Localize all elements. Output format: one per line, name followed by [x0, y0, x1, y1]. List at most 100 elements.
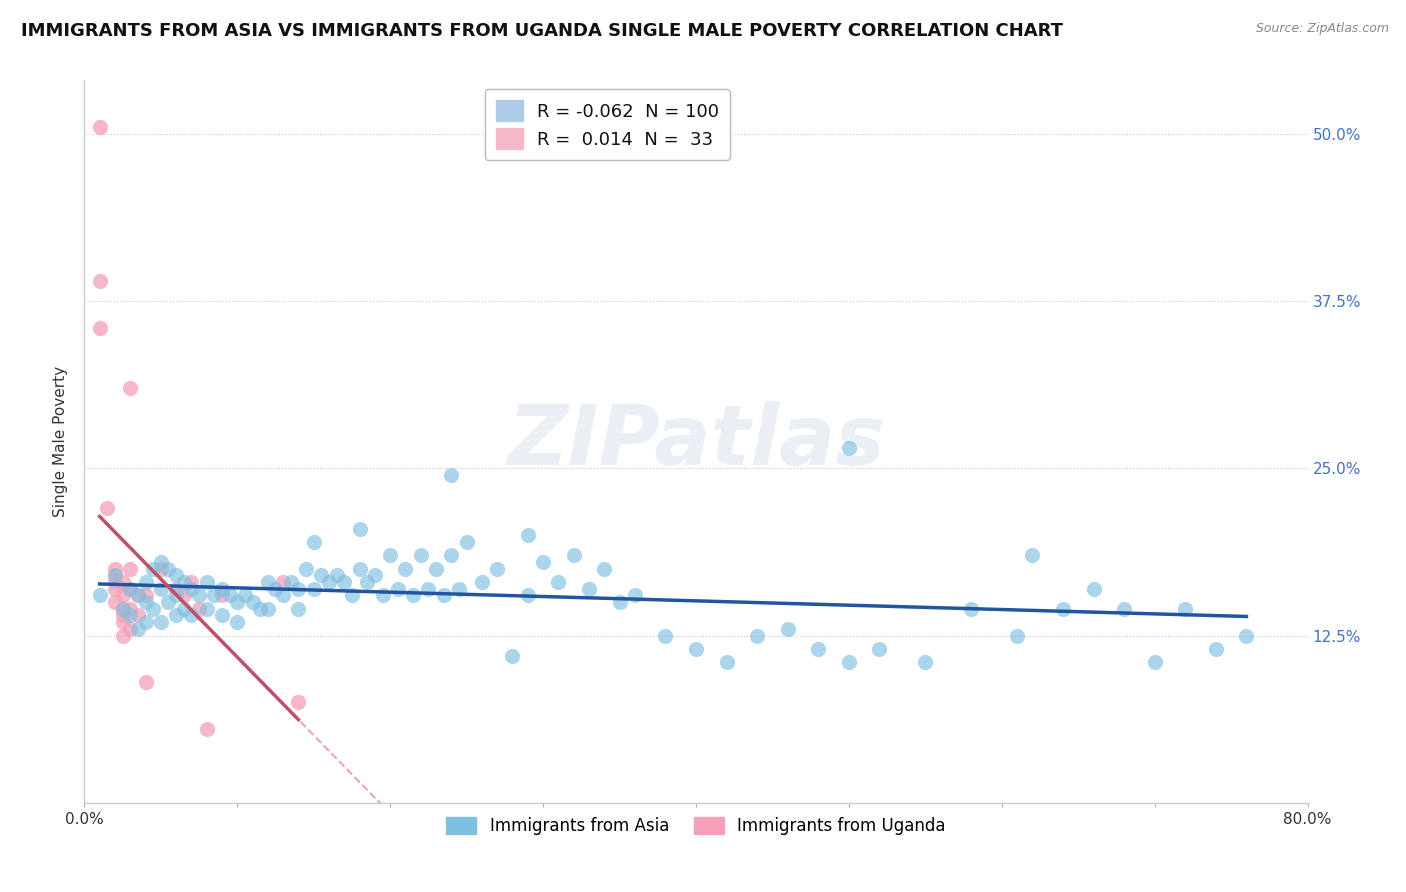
Point: [111, 575, 134, 590]
Point: [120, 582, 142, 596]
Point: [111, 628, 134, 642]
Point: [111, 602, 134, 616]
Point: [127, 589, 149, 603]
Point: [89, 120, 111, 135]
Point: [486, 562, 509, 576]
Point: [173, 575, 195, 590]
Point: [165, 589, 187, 603]
Point: [173, 589, 195, 603]
Point: [104, 568, 127, 582]
Point: [318, 575, 340, 590]
Point: [104, 582, 127, 596]
Text: Source: ZipAtlas.com: Source: ZipAtlas.com: [1256, 22, 1389, 36]
Point: [1236, 628, 1258, 642]
Point: [402, 589, 425, 603]
Point: [218, 589, 240, 603]
Point: [960, 602, 983, 616]
Point: [776, 622, 799, 636]
Legend: Immigrants from Asia, Immigrants from Uganda: Immigrants from Asia, Immigrants from Ug…: [440, 810, 952, 841]
Point: [578, 582, 600, 596]
Point: [127, 589, 149, 603]
Text: ZIPatlas: ZIPatlas: [508, 401, 884, 482]
Point: [195, 575, 218, 590]
Point: [188, 589, 211, 603]
Point: [111, 602, 134, 616]
Point: [371, 589, 394, 603]
Point: [135, 595, 157, 609]
Point: [165, 568, 187, 582]
Point: [226, 595, 249, 609]
Point: [364, 568, 387, 582]
Point: [149, 555, 172, 569]
Point: [394, 562, 416, 576]
Point: [264, 582, 287, 596]
Point: [271, 575, 294, 590]
Point: [242, 595, 264, 609]
Point: [111, 615, 134, 630]
Point: [257, 602, 280, 616]
Point: [120, 381, 142, 395]
Point: [226, 615, 249, 630]
Point: [173, 602, 195, 616]
Point: [838, 442, 860, 455]
Point: [211, 582, 233, 596]
Point: [1005, 628, 1028, 642]
Point: [1205, 642, 1227, 657]
Point: [135, 575, 157, 590]
Point: [287, 602, 309, 616]
Point: [180, 608, 202, 623]
Point: [104, 562, 127, 576]
Point: [120, 602, 142, 616]
Point: [716, 655, 738, 669]
Point: [120, 608, 142, 623]
Point: [188, 602, 211, 616]
Point: [349, 521, 371, 535]
Point: [295, 562, 318, 576]
Point: [149, 582, 172, 596]
Point: [89, 589, 111, 603]
Point: [311, 568, 333, 582]
Point: [447, 582, 470, 596]
Text: IMMIGRANTS FROM ASIA VS IMMIGRANTS FROM UGANDA SINGLE MALE POVERTY CORRELATION C: IMMIGRANTS FROM ASIA VS IMMIGRANTS FROM …: [21, 22, 1063, 40]
Point: [149, 562, 172, 576]
Point: [302, 534, 325, 549]
Point: [516, 528, 538, 542]
Point: [349, 562, 371, 576]
Point: [325, 568, 347, 582]
Point: [502, 648, 524, 663]
Point: [89, 321, 111, 335]
Point: [135, 615, 157, 630]
Point: [1143, 655, 1166, 669]
Point: [869, 642, 891, 657]
Point: [280, 575, 302, 590]
Point: [1052, 602, 1074, 616]
Point: [120, 562, 142, 576]
Point: [149, 615, 172, 630]
Point: [211, 608, 233, 623]
Point: [685, 642, 707, 657]
Point: [127, 622, 149, 636]
Point: [157, 595, 180, 609]
Point: [1083, 582, 1105, 596]
Point: [838, 655, 860, 669]
Point: [157, 562, 180, 576]
Point: [135, 675, 157, 690]
Point: [249, 602, 271, 616]
Point: [120, 582, 142, 596]
Point: [340, 589, 363, 603]
Point: [409, 548, 432, 563]
Point: [233, 589, 256, 603]
Point: [135, 589, 157, 603]
Point: [624, 589, 647, 603]
Point: [96, 501, 118, 516]
Point: [433, 589, 456, 603]
Point: [195, 723, 218, 737]
Point: [142, 562, 165, 576]
Point: [1114, 602, 1136, 616]
Point: [202, 589, 225, 603]
Point: [180, 582, 202, 596]
Point: [333, 575, 356, 590]
Point: [593, 562, 616, 576]
Point: [89, 274, 111, 288]
Point: [418, 582, 440, 596]
